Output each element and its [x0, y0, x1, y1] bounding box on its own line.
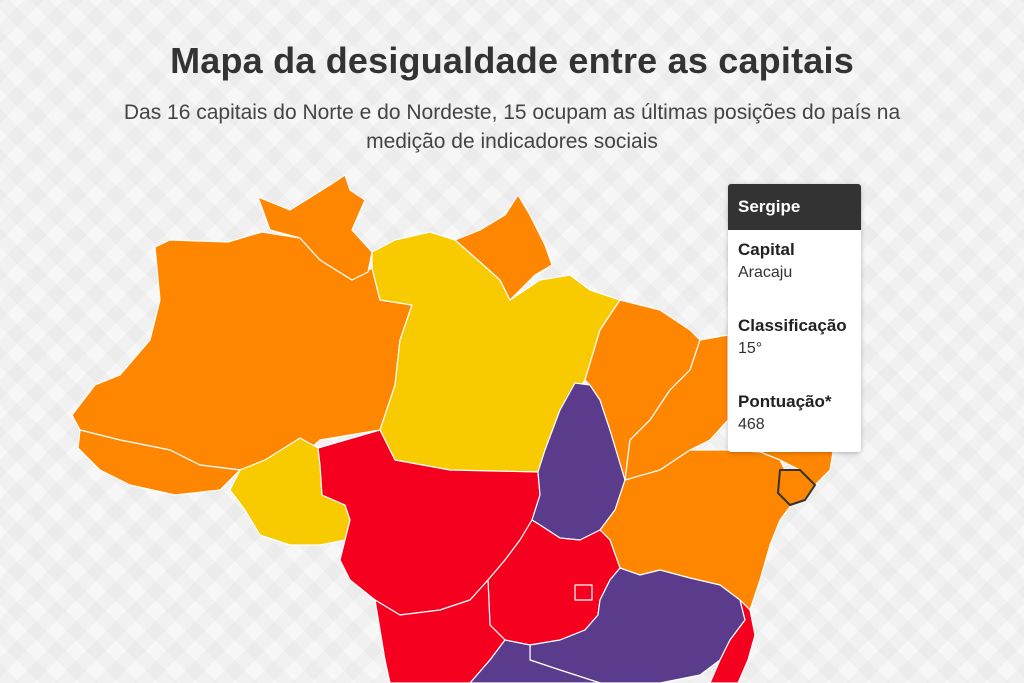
page-title: Mapa da desigualdade entre as capitais [170, 40, 854, 81]
state-sao-paulo[interactable] [469, 639, 601, 683]
tooltip-capital: Capital Aracaju [728, 240, 805, 282]
tooltip-state-name: Sergipe [728, 184, 861, 230]
tooltip-rank: Classificação 15° [728, 316, 857, 358]
tooltip-rank-label: Classificação [738, 316, 847, 335]
tooltip-capital-label: Capital [738, 240, 795, 259]
tooltip-score-label: Pontuação* [738, 392, 832, 411]
state-distrito-federal[interactable] [574, 584, 593, 601]
state-acre[interactable] [77, 429, 241, 496]
state-espirito-santo[interactable] [709, 599, 756, 683]
state-sergipe[interactable] [777, 469, 816, 506]
tooltip-rank-value: 15° [738, 340, 763, 357]
state-tooltip: Sergipe Capital Aracaju Classificação 15… [728, 184, 861, 452]
state-minas-gerais[interactable] [529, 567, 746, 683]
page-subtitle: Das 16 capitais do Norte e do Nordeste, … [123, 101, 901, 153]
tooltip-score-value: 468 [738, 416, 765, 433]
tooltip-capital-value: Aracaju [738, 264, 793, 281]
state-roraima[interactable] [257, 174, 373, 281]
state-amapa[interactable] [454, 194, 553, 301]
tooltip-score: Pontuação* 468 [728, 392, 842, 434]
